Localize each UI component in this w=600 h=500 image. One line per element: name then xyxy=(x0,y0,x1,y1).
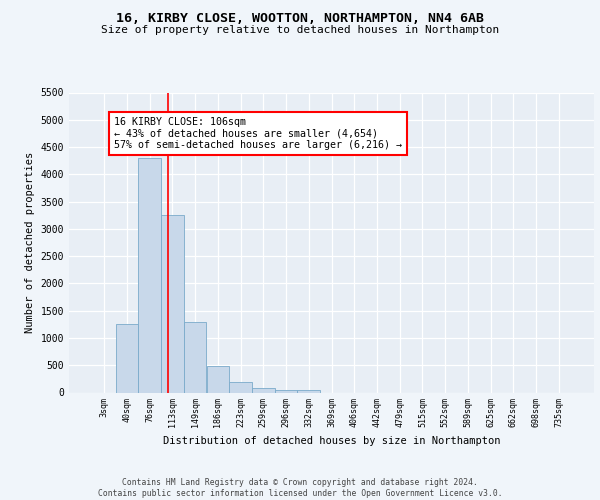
Text: Contains HM Land Registry data © Crown copyright and database right 2024.
Contai: Contains HM Land Registry data © Crown c… xyxy=(98,478,502,498)
Bar xyxy=(139,158,161,392)
Y-axis label: Number of detached properties: Number of detached properties xyxy=(25,152,35,333)
Bar xyxy=(116,324,139,392)
Text: 16, KIRBY CLOSE, WOOTTON, NORTHAMPTON, NN4 6AB: 16, KIRBY CLOSE, WOOTTON, NORTHAMPTON, N… xyxy=(116,12,484,26)
Bar xyxy=(206,366,229,392)
Text: Size of property relative to detached houses in Northampton: Size of property relative to detached ho… xyxy=(101,25,499,35)
Bar xyxy=(161,215,184,392)
Bar xyxy=(229,382,252,392)
Bar xyxy=(184,322,206,392)
X-axis label: Distribution of detached houses by size in Northampton: Distribution of detached houses by size … xyxy=(163,436,500,446)
Bar xyxy=(275,390,298,392)
Bar xyxy=(252,388,275,392)
Bar xyxy=(298,390,320,392)
Text: 16 KIRBY CLOSE: 106sqm
← 43% of detached houses are smaller (4,654)
57% of semi-: 16 KIRBY CLOSE: 106sqm ← 43% of detached… xyxy=(115,117,403,150)
